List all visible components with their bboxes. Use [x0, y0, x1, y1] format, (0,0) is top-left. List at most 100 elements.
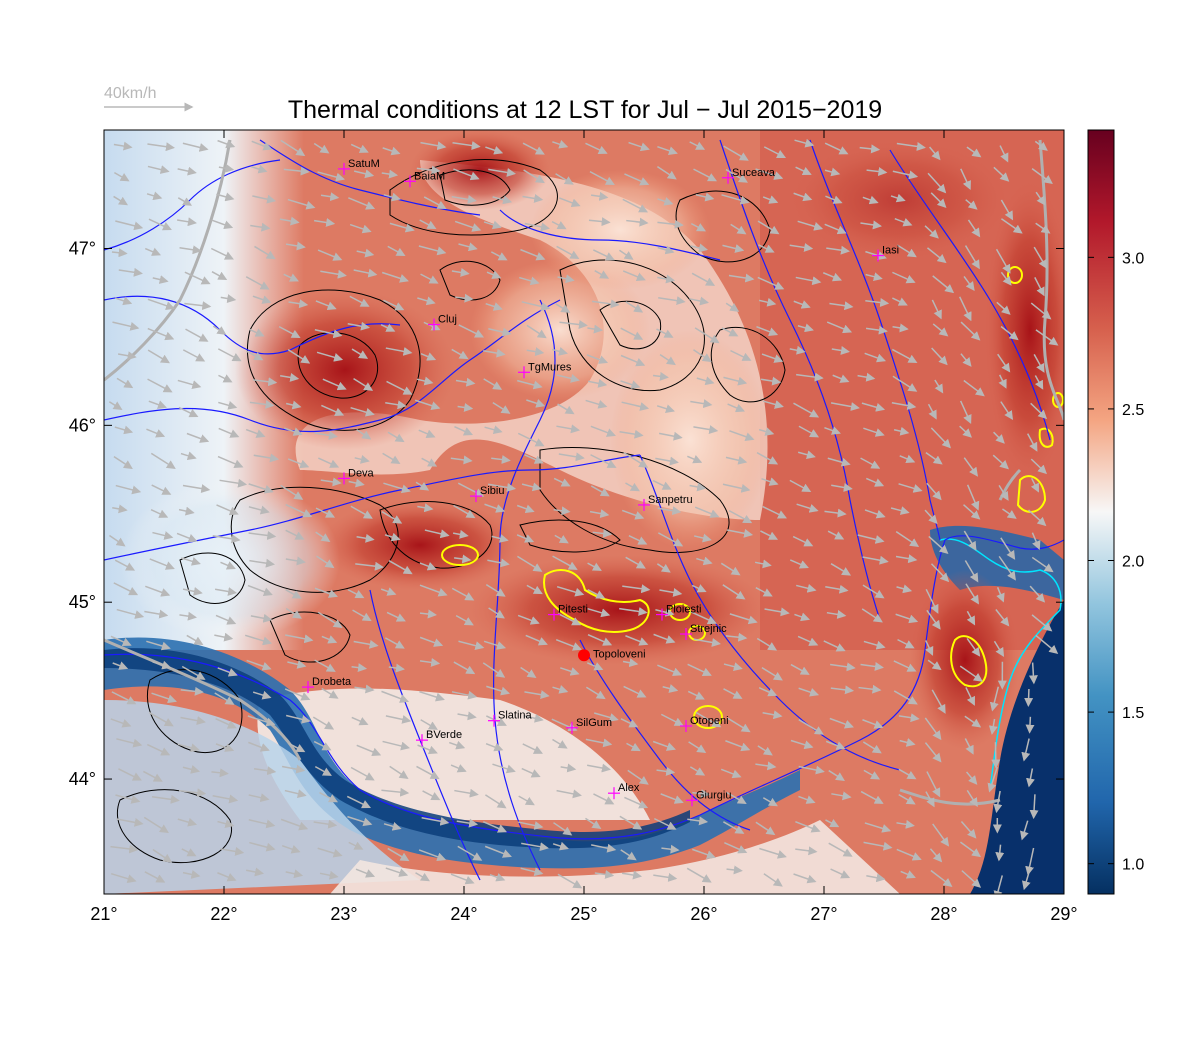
wind-arrow	[248, 741, 270, 752]
wind-arrow	[764, 607, 790, 617]
hotspot-apuseni	[235, 290, 455, 450]
wind-arrow	[285, 714, 311, 724]
y-tick-label: 45°	[69, 592, 96, 612]
wind-arrow	[967, 219, 981, 238]
wind-arrow	[285, 607, 302, 619]
x-tick-label: 23°	[330, 904, 357, 924]
wind-arrow	[315, 300, 337, 310]
wind-arrow	[249, 841, 276, 852]
wind-arrow	[419, 584, 448, 597]
wind-arrow	[110, 844, 139, 854]
wind-arrow	[552, 841, 569, 851]
wind-arrow	[1024, 688, 1034, 707]
x-tick-label: 29°	[1050, 904, 1077, 924]
wind-arrow	[217, 139, 236, 149]
wind-arrow	[383, 482, 411, 494]
y-tick-label: 46°	[69, 415, 96, 435]
wind-arrow	[455, 614, 474, 626]
wind-arrow	[620, 327, 644, 340]
wind-arrow	[961, 870, 982, 888]
wind-arrow	[216, 504, 239, 516]
wind-arrow	[109, 534, 126, 547]
wind-arrow	[959, 665, 983, 682]
wind-arrow	[560, 763, 577, 773]
wind-arrow	[143, 816, 169, 834]
wind-arrow	[587, 324, 604, 334]
high-value-contours	[441, 266, 1064, 729]
wind-arrow	[593, 793, 615, 805]
wind-arrow	[492, 763, 516, 774]
colorbar-tick-label: 1.0	[1122, 857, 1144, 874]
wind-arrow	[622, 198, 649, 213]
wind-arrow	[248, 505, 270, 515]
wind-arrow	[587, 562, 602, 571]
wind-arrow	[995, 844, 1005, 862]
wind-arrow	[356, 533, 375, 543]
wind-arrow	[762, 710, 783, 720]
wind-arrow	[721, 327, 739, 337]
wind-arrow	[524, 222, 550, 232]
wind-arrow	[694, 327, 720, 344]
wind-arrow	[960, 168, 971, 191]
wind-arrow	[725, 168, 748, 183]
city-label: BaiaM	[414, 170, 445, 182]
wind-arrow	[1035, 222, 1051, 234]
wind-arrow	[285, 869, 304, 879]
wind-arrow	[825, 195, 843, 204]
wind-arrow	[890, 506, 910, 515]
city-marker: Slatina	[488, 710, 533, 727]
wind-arrow	[317, 249, 343, 261]
black-sea	[970, 600, 1064, 894]
wind-arrow	[830, 563, 852, 576]
wind-arrow	[485, 583, 506, 597]
wind-arrow	[385, 867, 409, 877]
wind-arrow	[793, 402, 820, 418]
wind-arrow	[557, 274, 575, 284]
wind-arrow	[518, 795, 535, 806]
wind-arrow	[115, 794, 141, 804]
wind-arrow	[116, 817, 144, 827]
wind-arrow	[419, 636, 444, 647]
wind-arrow	[860, 220, 882, 230]
wind-arrow	[351, 348, 369, 359]
wind-arrow	[927, 247, 947, 264]
wind-arrow	[1026, 433, 1038, 452]
wind-arrow	[927, 403, 937, 420]
wind-arrow	[557, 613, 582, 626]
wind-arrow	[553, 822, 573, 836]
wind-arrow	[758, 687, 778, 697]
wind-arrow	[620, 849, 637, 861]
wind-arrow	[314, 328, 343, 339]
wind-arrow	[182, 484, 211, 493]
wind-arrow	[653, 817, 677, 830]
wind-arrow	[862, 195, 879, 205]
city-marker: Sanpetru	[638, 494, 693, 511]
wind-arrow	[415, 481, 430, 491]
wind-arrow	[657, 219, 684, 229]
wind-arrow	[458, 324, 485, 338]
wind-arrow	[756, 637, 778, 651]
wind-arrow	[414, 399, 441, 410]
wind-arrow	[216, 192, 235, 202]
wind-arrow	[184, 301, 212, 311]
wind-arrow	[657, 145, 678, 156]
wind-arrow	[723, 145, 749, 161]
x-axis-ticks: 21° 22° 23° 24° 25° 26° 27° 28° 29°	[90, 130, 1078, 924]
wind-arrow	[380, 323, 396, 332]
wind-arrow	[826, 609, 847, 619]
x-tick-label: 26°	[690, 904, 717, 924]
wind-arrow	[860, 457, 881, 469]
wind-arrow	[387, 847, 410, 862]
wind-arrow	[1000, 199, 1014, 221]
wind-arrow	[421, 816, 450, 826]
wind-arrow	[831, 791, 852, 801]
wind-arrow	[217, 819, 235, 829]
wind-arrow	[180, 557, 201, 566]
wind-arrow	[252, 377, 278, 387]
wind-arrow	[928, 535, 949, 555]
danube-cold-core	[104, 648, 690, 849]
wind-arrow	[824, 508, 847, 518]
wind-arrow	[211, 271, 228, 281]
wind-arrow	[419, 561, 437, 571]
wind-arrow	[114, 559, 136, 571]
